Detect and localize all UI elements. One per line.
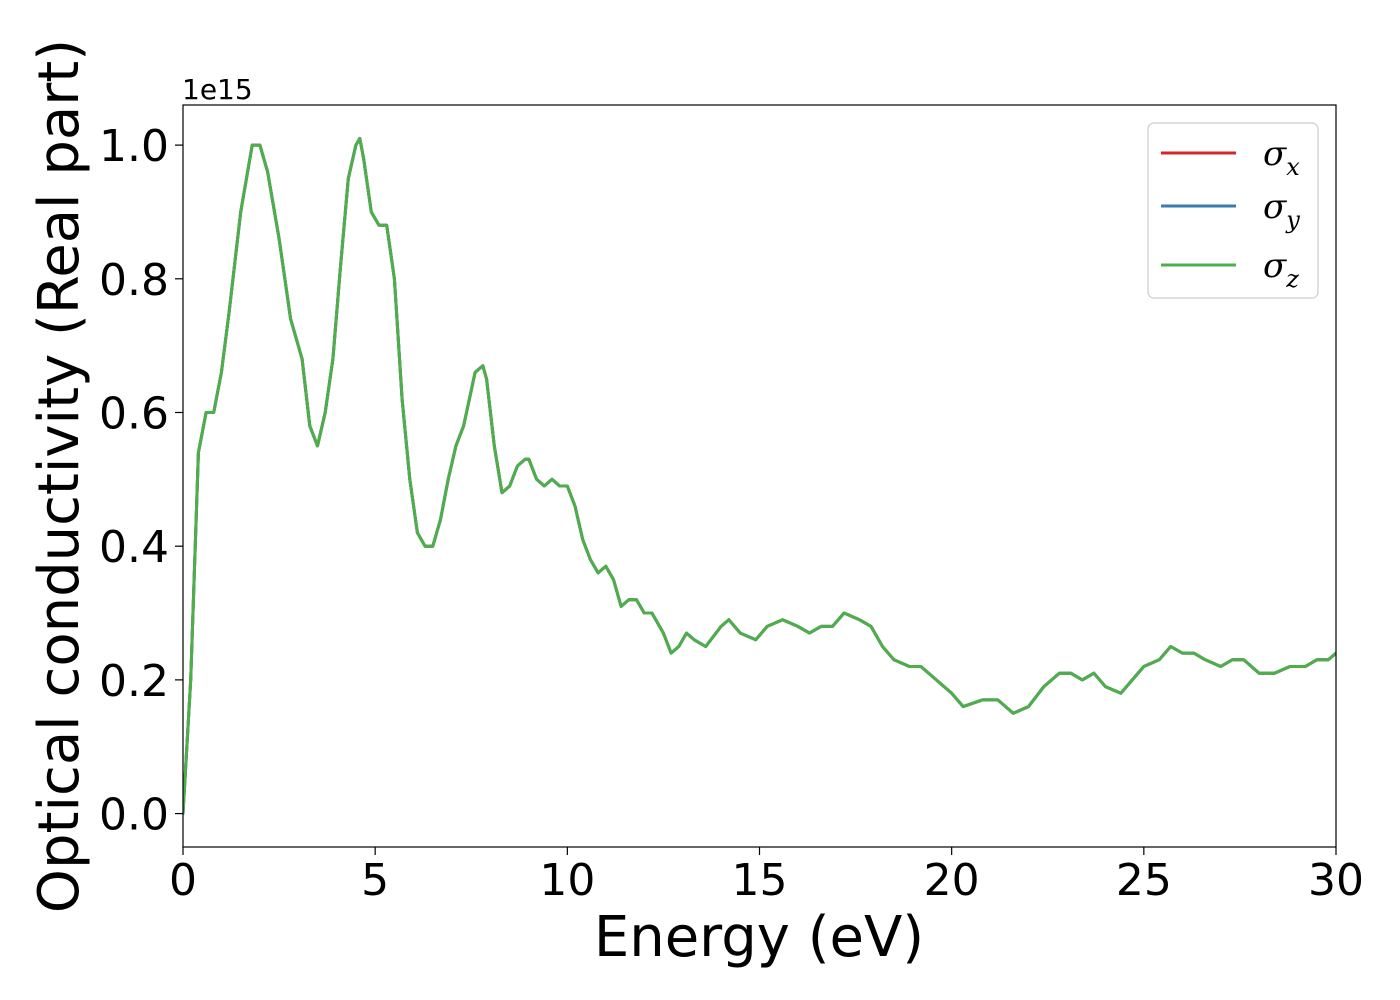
y-tick-label: 0.6 [99,388,169,439]
y-axis-title: Optical conductivity (Real part) [27,39,92,913]
x-tick-label: 30 [1308,855,1364,906]
x-tick-label: 25 [1116,855,1172,906]
series-line-σz [183,136,1336,816]
legend-label: σz [1263,246,1299,293]
y-tick-label: 0.4 [99,522,169,573]
legend-symbol: σ [1263,134,1287,174]
y-axis: 0.0 0.2 0.4 0.6 0.8 1.0 [99,121,183,841]
legend-subscript: y [1285,206,1300,234]
x-tick-label: 0 [169,855,197,906]
x-axis-title: Energy (eV) [594,905,924,970]
y-offset-text: 1e15 [182,73,253,106]
y-tick-label: 0.2 [99,656,169,707]
x-tick-label: 5 [361,855,389,906]
legend-label: σy [1263,187,1300,234]
x-axis: 0 5 10 15 20 25 30 [169,847,1364,906]
legend-box [1147,122,1319,299]
x-tick-label: 20 [924,855,980,906]
x-tick-label: 15 [732,855,788,906]
legend-symbol: σ [1263,187,1287,227]
legend-symbol: σ [1263,246,1287,286]
series-layer [183,136,1336,816]
x-tick-label: 10 [539,855,595,906]
y-tick-label: 0.8 [99,255,169,306]
y-tick-label: 1.0 [99,121,169,172]
legend-subscript: x [1286,153,1300,181]
legend-label: σx [1263,134,1300,181]
legend-subscript: z [1285,265,1299,293]
y-tick-label: 0.0 [99,790,169,841]
